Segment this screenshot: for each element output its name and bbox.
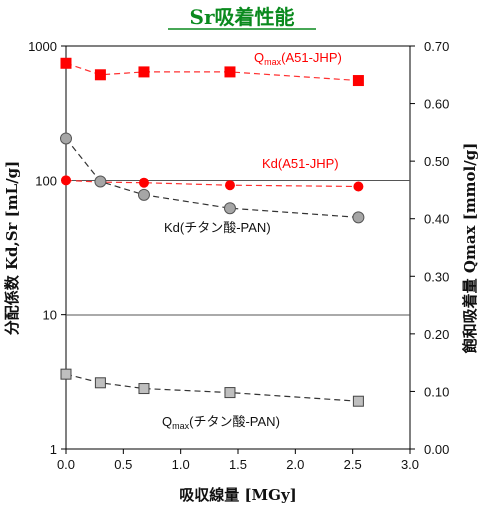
x-axis-label: 吸収線量 [MGy] <box>179 486 297 504</box>
y-right-tick-label: 0.70 <box>424 39 449 54</box>
annotation-qmax-pan-sub: max <box>172 421 190 431</box>
data-point-square <box>138 66 150 78</box>
data-point-circle <box>138 177 149 188</box>
x-tick-label: 0.0 <box>57 457 75 472</box>
data-point-square <box>224 66 236 78</box>
data-point-circle <box>224 180 235 191</box>
data-point-circle <box>60 132 72 145</box>
series-layer <box>60 57 365 407</box>
annotation-kd-a51: Kd(A51-JHP) <box>262 156 339 171</box>
annotation-kd-pan: Kd(チタン酸-PAN) <box>164 220 271 235</box>
axis-ticks: 0.0 0.5 1.0 1.5 2.0 2.5 3.0 1 10 100 1000 0.00 0.10 0… <box>28 39 449 472</box>
x-tick-label: 1.5 <box>229 457 247 472</box>
annotation-qmax-a51: Qmax(A51-JHP) <box>254 50 342 67</box>
data-point-square <box>352 75 364 87</box>
series-line-0 <box>65 62 359 82</box>
x-tick-label: 2.5 <box>344 457 362 472</box>
y-left-tick-label: 100 <box>35 173 57 188</box>
x-tick-label: 1.0 <box>172 457 190 472</box>
data-point-circle <box>352 211 365 224</box>
y-right-tick-label: 0.00 <box>424 442 449 457</box>
chart-title: Sr吸着性能 <box>190 5 295 29</box>
y-right-tick-label: 0.10 <box>424 384 449 399</box>
annotation-qmax-a51-sub: max <box>264 57 282 67</box>
y-right-tick-label: 0.20 <box>424 327 449 342</box>
data-point-square <box>60 57 72 69</box>
y-right-axis-label: 飽和吸着量 Qmax [mmol/g] <box>461 143 479 355</box>
data-point-circle <box>61 175 71 186</box>
data-point-square <box>60 368 72 380</box>
y-right-tick-label: 0.50 <box>424 154 449 169</box>
data-point-square <box>352 395 364 407</box>
annotation-qmax-a51-rest: (A51-JHP) <box>281 50 342 65</box>
data-point-square <box>94 377 106 389</box>
y-left-tick-label: 1000 <box>28 39 57 54</box>
data-point-square <box>224 387 236 399</box>
data-point-square <box>94 69 106 81</box>
plot-area <box>65 45 411 450</box>
data-point-circle <box>137 188 150 201</box>
annotation-qmax-pan: Qmax(チタン酸-PAN) <box>162 414 280 431</box>
y-left-axis-label: 分配係数 Kd,Sr [mL/g] <box>3 161 21 336</box>
series-line-1 <box>65 179 359 188</box>
y-right-tick-label: 0.40 <box>424 212 449 227</box>
series-line-3 <box>65 373 359 402</box>
data-point-circle <box>353 181 364 192</box>
annotation-qmax-a51-q: Q <box>254 50 264 65</box>
series-line-2 <box>65 138 359 218</box>
annotation-qmax-pan-rest: (チタン酸-PAN) <box>189 414 280 429</box>
y-right-tick-label: 0.60 <box>424 97 449 112</box>
data-point-square <box>138 383 150 395</box>
annotation-qmax-pan-q: Q <box>162 414 172 429</box>
x-tick-label: 0.5 <box>114 457 132 472</box>
x-tick-label: 2.0 <box>286 457 304 472</box>
y-left-tick-label: 1 <box>50 442 57 457</box>
x-tick-label: 3.0 <box>401 457 419 472</box>
data-point-circle <box>223 202 236 215</box>
y-left-tick-label: 10 <box>43 308 57 323</box>
data-point-circle <box>94 175 107 188</box>
y-right-tick-label: 0.30 <box>424 269 449 284</box>
